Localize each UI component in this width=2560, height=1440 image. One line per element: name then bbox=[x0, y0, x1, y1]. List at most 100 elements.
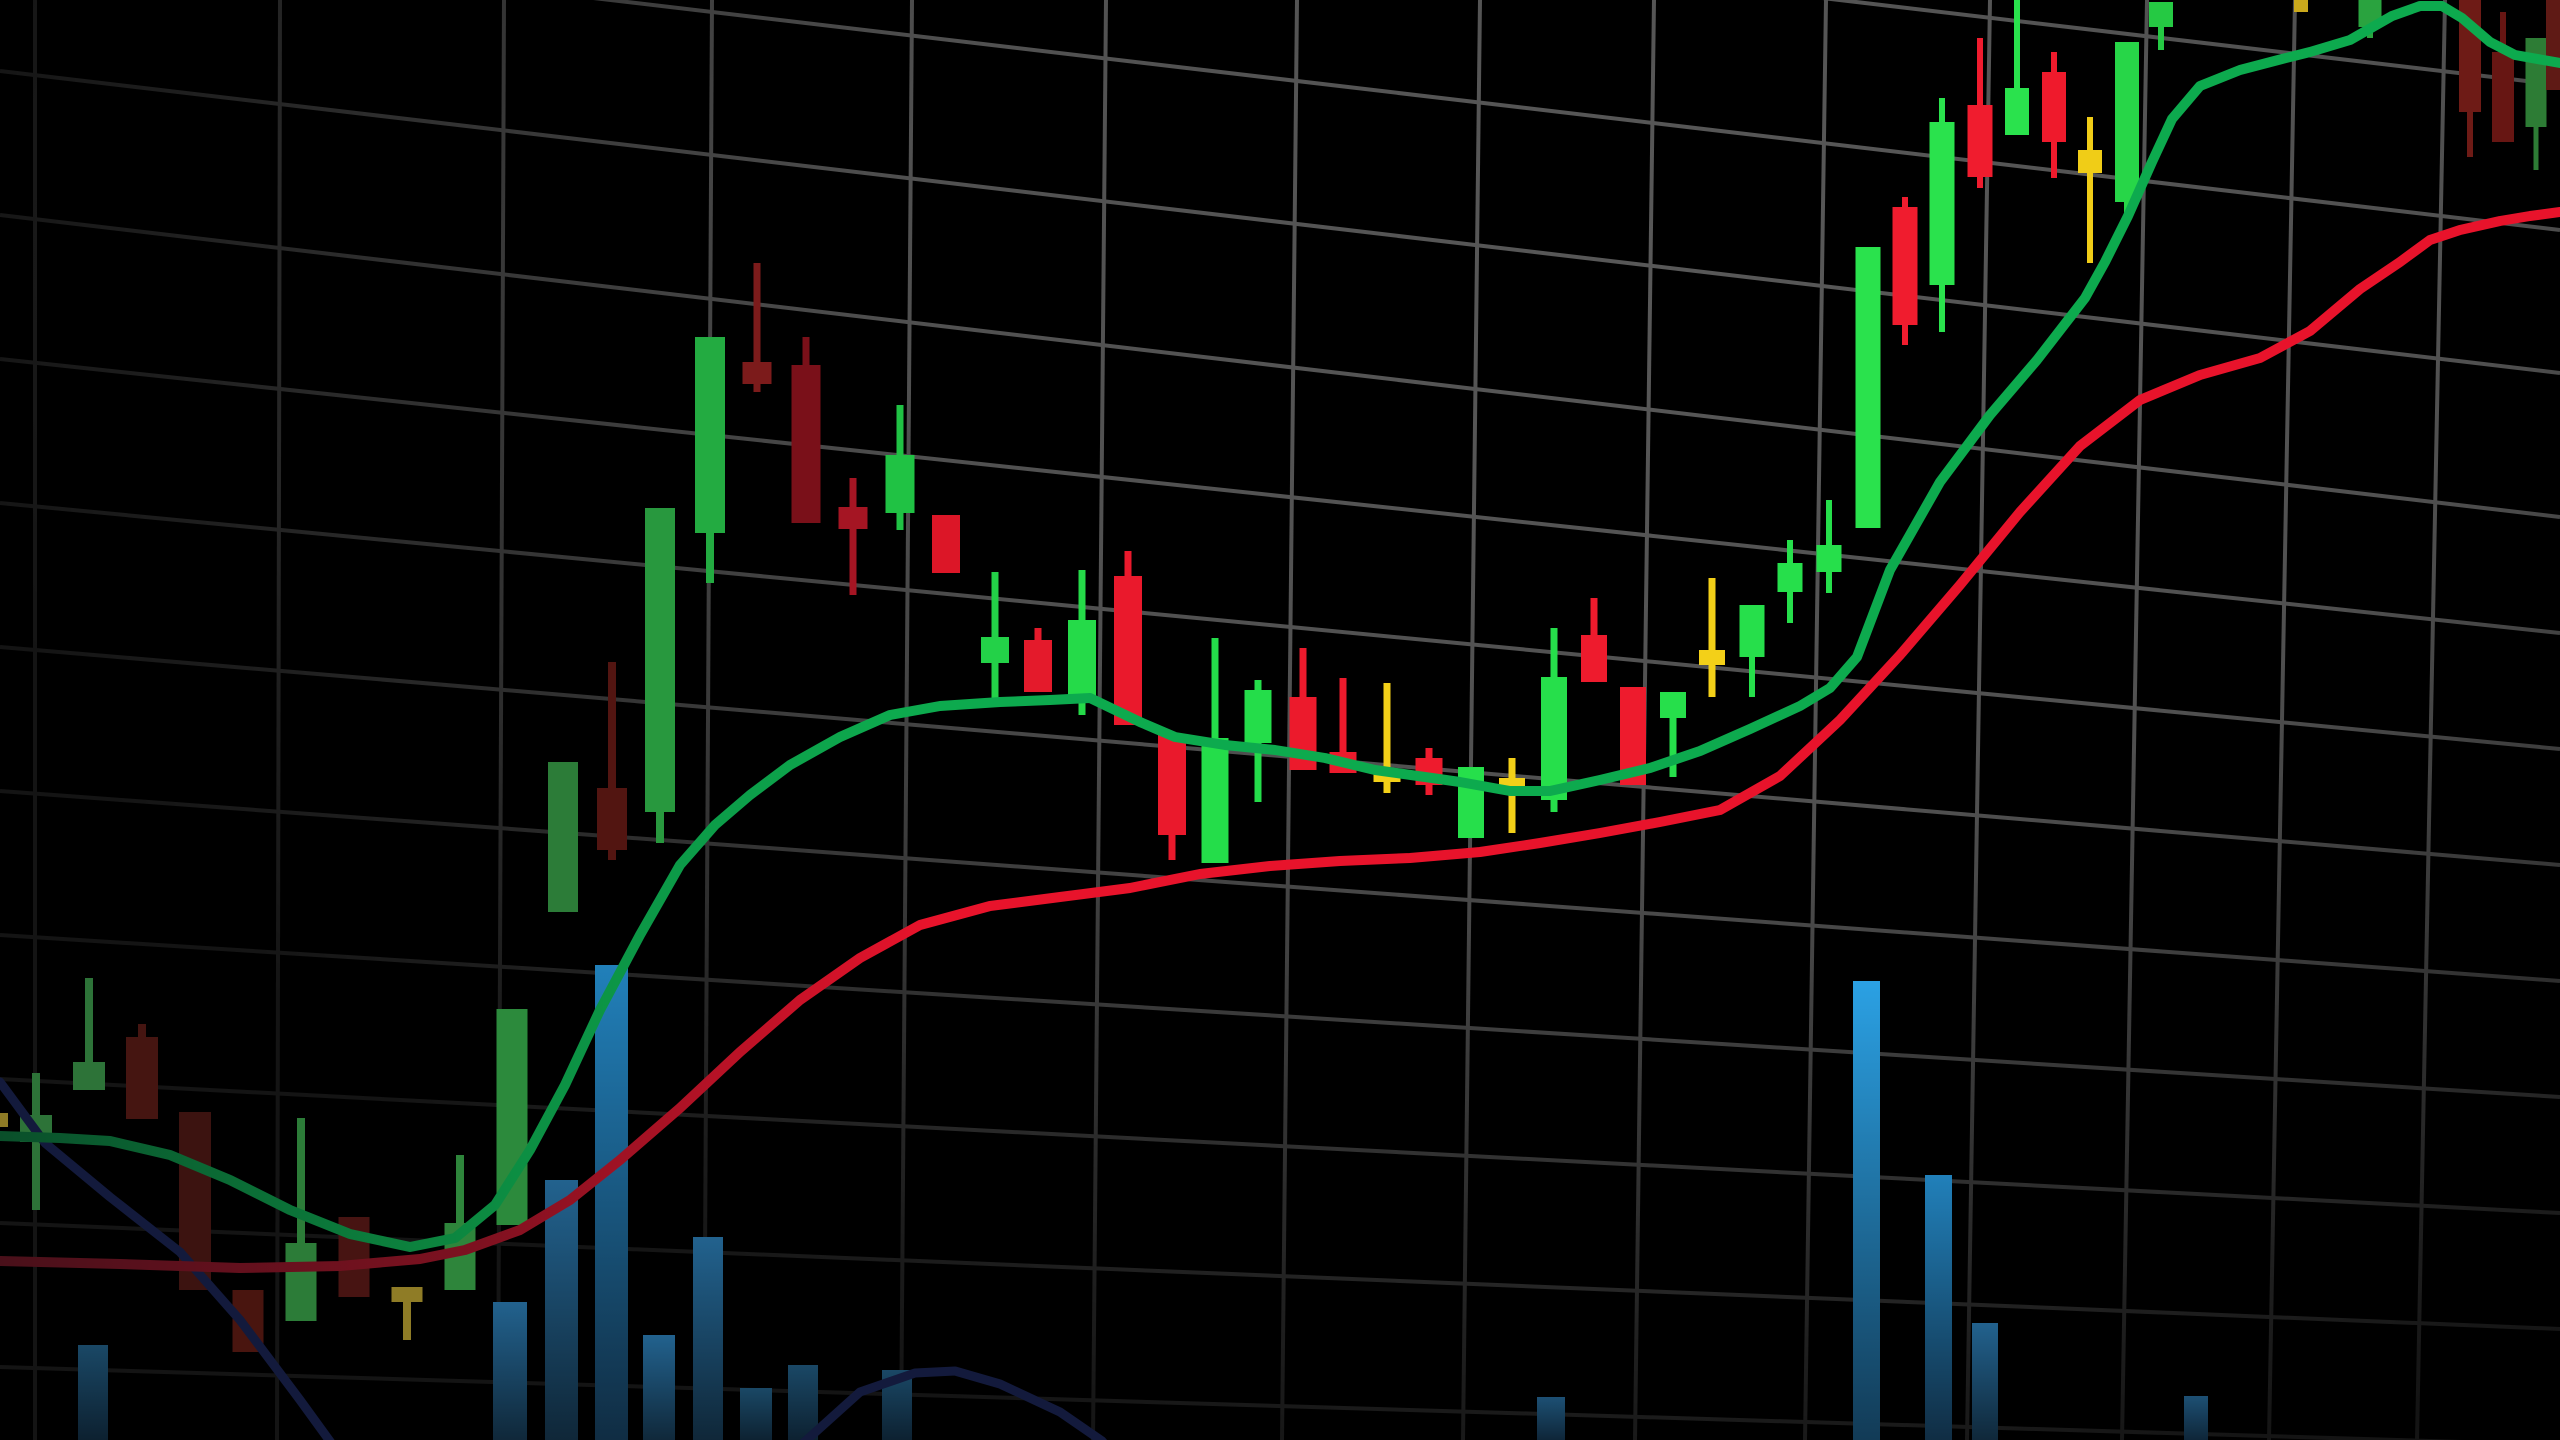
candle bbox=[885, 405, 915, 530]
grid-line-horizontal bbox=[0, 357, 2560, 635]
candle bbox=[2042, 52, 2066, 178]
candle bbox=[1581, 598, 1607, 682]
candle bbox=[1541, 628, 1567, 812]
candle-body bbox=[1967, 105, 1993, 177]
candle-body bbox=[1541, 677, 1567, 800]
volume-bar bbox=[1925, 1175, 1952, 1440]
candle-wick bbox=[297, 1118, 305, 1243]
candle-body bbox=[2546, 0, 2560, 90]
candle bbox=[2078, 117, 2102, 263]
candle-wick bbox=[1339, 678, 1347, 773]
candle-body bbox=[742, 362, 772, 384]
candle-body bbox=[645, 508, 675, 812]
candle-body bbox=[391, 1287, 423, 1302]
grid-line-horizontal bbox=[0, 1077, 2560, 1215]
candle-wick bbox=[1383, 683, 1391, 793]
grid-line-vertical bbox=[1965, 0, 1992, 1440]
candle-body bbox=[0, 1113, 8, 1127]
candle bbox=[126, 1024, 158, 1119]
candle bbox=[2149, 2, 2173, 50]
grid-line-horizontal bbox=[0, 933, 2560, 1099]
volume-bar bbox=[693, 1237, 723, 1440]
green-ma-line bbox=[0, 1, 2560, 1252]
volume-bar bbox=[643, 1335, 675, 1440]
candle-body bbox=[932, 515, 960, 573]
candle-wick bbox=[608, 662, 616, 860]
candle bbox=[285, 1118, 317, 1321]
candle bbox=[695, 337, 725, 583]
candle-body bbox=[1581, 635, 1607, 682]
candle bbox=[1158, 735, 1186, 860]
volume-bar bbox=[78, 1345, 108, 1440]
candle-wick bbox=[849, 478, 857, 595]
candle-body bbox=[73, 1062, 105, 1090]
grid-line-vertical bbox=[2267, 0, 2297, 1440]
candle-wick bbox=[85, 978, 93, 1090]
candle-wick bbox=[1708, 578, 1716, 697]
candle bbox=[742, 263, 772, 392]
candle bbox=[548, 762, 578, 912]
grid-line-vertical bbox=[2120, 0, 2149, 1440]
candle bbox=[1201, 638, 1229, 863]
candle bbox=[391, 1287, 423, 1340]
grid-line-vertical bbox=[1803, 0, 1828, 1440]
candle-body bbox=[2294, 0, 2308, 12]
red-ma-line bbox=[0, 207, 2560, 1273]
grid-line-horizontal bbox=[1822, 0, 2560, 87]
candle bbox=[73, 978, 105, 1090]
candle bbox=[2115, 42, 2139, 215]
candle-wick bbox=[456, 1155, 464, 1223]
candle-wick bbox=[2087, 117, 2093, 263]
candle bbox=[1816, 500, 1842, 593]
candle-body bbox=[126, 1037, 158, 1119]
candlesticks bbox=[0, 0, 2560, 1352]
grid-line-horizontal bbox=[0, 1365, 2462, 1440]
candle-body bbox=[1158, 735, 1186, 835]
candle-wick bbox=[2014, 0, 2020, 135]
volume-bar bbox=[1853, 981, 1880, 1440]
candle-body bbox=[1777, 563, 1803, 592]
volume-bar bbox=[740, 1388, 772, 1440]
candle-wick bbox=[753, 263, 761, 392]
grid-line-horizontal bbox=[0, 789, 2560, 983]
volume-bars bbox=[78, 965, 2208, 1440]
candle-body bbox=[1244, 690, 1272, 743]
candle-body bbox=[2115, 42, 2139, 202]
grid-line-vertical bbox=[275, 0, 282, 1440]
grid-line-vertical bbox=[1091, 0, 1108, 1440]
candle bbox=[932, 515, 960, 573]
candle-body bbox=[838, 507, 868, 529]
candle-body bbox=[1739, 605, 1765, 657]
candle-body bbox=[695, 337, 725, 533]
grid-line-horizontal bbox=[0, 69, 2560, 375]
candle bbox=[1929, 98, 1955, 332]
candle-body bbox=[1114, 576, 1142, 725]
candle-body bbox=[1201, 738, 1229, 863]
candle-body bbox=[1024, 640, 1052, 692]
volume-bar bbox=[595, 965, 628, 1440]
grid-line-horizontal bbox=[0, 501, 2560, 751]
candle bbox=[2492, 12, 2514, 142]
candle-body bbox=[2149, 2, 2173, 27]
volume-bar bbox=[545, 1180, 578, 1440]
candle-body bbox=[2078, 150, 2102, 173]
candle-wick bbox=[403, 1287, 411, 1340]
candle bbox=[1068, 570, 1096, 715]
candle-body bbox=[548, 762, 578, 912]
candle-body bbox=[1660, 692, 1686, 718]
candle bbox=[1660, 692, 1686, 777]
candle bbox=[597, 662, 627, 860]
candle-wick bbox=[1669, 692, 1677, 777]
candle-body bbox=[1929, 122, 1955, 285]
candle-body bbox=[1816, 545, 1842, 572]
candle bbox=[2546, 0, 2560, 90]
candle bbox=[1114, 551, 1142, 725]
candle bbox=[1739, 605, 1765, 697]
candle bbox=[1967, 38, 1993, 188]
candle-body bbox=[791, 365, 821, 523]
volume-bar bbox=[1972, 1323, 1998, 1440]
